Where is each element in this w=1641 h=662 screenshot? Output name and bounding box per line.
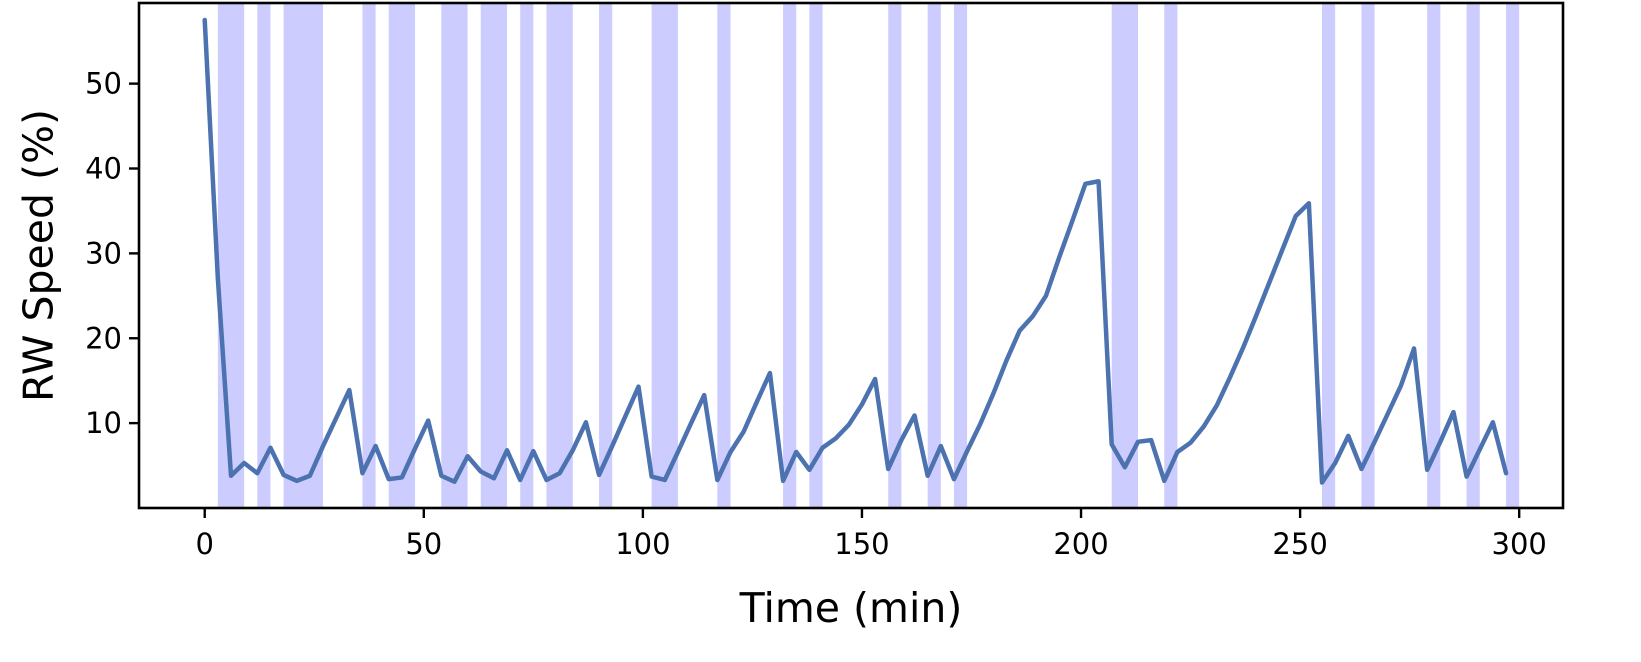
- shaded-intervals: [217, 3, 1520, 508]
- shaded-interval-20: [1361, 3, 1375, 508]
- shaded-interval-8: [546, 3, 573, 508]
- y-tick-label-1: 20: [85, 321, 122, 355]
- shaded-interval-3: [362, 3, 376, 508]
- shaded-interval-6: [480, 3, 508, 508]
- shaded-interval-4: [388, 3, 416, 508]
- x-tick-label-4: 200: [1053, 527, 1108, 561]
- shaded-interval-13: [809, 3, 823, 508]
- shaded-interval-5: [441, 3, 468, 508]
- x-tick-label-3: 150: [834, 527, 889, 561]
- x-tick-label-5: 250: [1272, 527, 1327, 561]
- x-tick-label-6: 300: [1492, 527, 1547, 561]
- shaded-interval-2: [283, 3, 324, 508]
- y-tick-label-4: 50: [85, 67, 122, 101]
- shaded-interval-19: [1322, 3, 1336, 508]
- shaded-interval-7: [520, 3, 534, 508]
- shaded-interval-10: [651, 3, 678, 508]
- series-line: [202, 17, 1509, 485]
- shaded-interval-17: [1111, 3, 1138, 508]
- y-tick-label-0: 10: [85, 406, 122, 440]
- shaded-interval-15: [927, 3, 941, 508]
- x-tick-label-2: 100: [615, 527, 670, 561]
- shaded-interval-23: [1506, 3, 1520, 508]
- x-tick-label-0: 0: [195, 527, 213, 561]
- plot-frame: [137, 1, 1565, 510]
- shaded-interval-22: [1466, 3, 1480, 508]
- y-axis-ticks: 10 20 30 40 50: [85, 67, 139, 440]
- shaded-interval-14: [888, 3, 902, 508]
- y-tick-label-3: 40: [85, 152, 122, 186]
- shaded-interval-16: [953, 3, 968, 508]
- x-axis-ticks: 0 50 100 150 200 250 300: [195, 508, 1547, 561]
- shaded-interval-9: [599, 3, 613, 508]
- shaded-interval-11: [717, 3, 731, 508]
- shaded-interval-0: [217, 3, 245, 508]
- x-axis-title: Time (min): [739, 584, 963, 632]
- x-tick-label-1: 50: [405, 527, 442, 561]
- y-axis-title: RW Speed (%): [14, 109, 62, 402]
- shaded-interval-12: [783, 3, 797, 508]
- shaded-interval-1: [257, 3, 271, 508]
- y-tick-label-2: 30: [85, 236, 122, 270]
- shaded-interval-18: [1164, 3, 1178, 508]
- shaded-interval-21: [1427, 3, 1441, 508]
